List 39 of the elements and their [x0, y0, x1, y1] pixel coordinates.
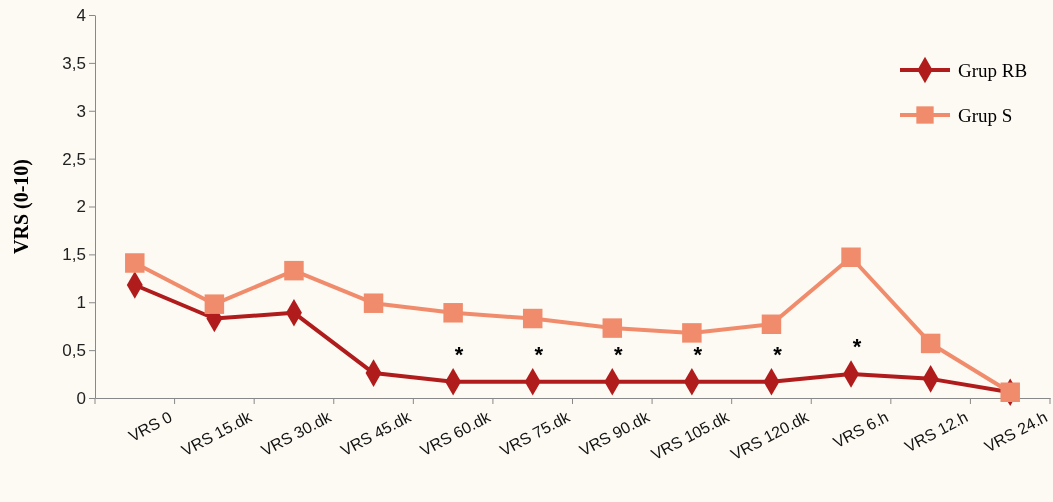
x-tick-label: VRS 30.dk: [258, 407, 335, 460]
x-tick-label: VRS 12.h: [902, 408, 971, 456]
legend-label: Grup S: [958, 104, 1013, 126]
point: [1000, 382, 1020, 402]
y-tick-label: 0,5: [62, 341, 86, 361]
annotation: *: [693, 341, 703, 367]
x-tick-label: VRS 15.dk: [178, 407, 256, 460]
y-tick-label: 0: [76, 388, 86, 408]
x-tick-label: VRS 24.h: [981, 408, 1051, 456]
point: [602, 318, 623, 338]
y-axis-title: VRS (0-10): [10, 159, 33, 254]
x-tick-label: VRS 45.dk: [337, 407, 415, 460]
point: [682, 323, 702, 343]
y-tick-label: 2,5: [62, 149, 86, 169]
x-tick-label: VRS 6.h: [830, 408, 891, 452]
point: [522, 308, 543, 329]
x-tick-label: VRS 0: [125, 408, 175, 445]
y-tick-label: 3,5: [62, 53, 86, 73]
y-tick-label: 1: [76, 293, 86, 313]
annotation: *: [852, 334, 862, 360]
y-tick-label: 2: [76, 197, 86, 217]
legend-label: Grup RB: [958, 59, 1028, 81]
point: [284, 260, 304, 281]
point: [920, 333, 941, 354]
point: [761, 314, 782, 335]
x-tick-label: VRS 60.dk: [417, 407, 494, 460]
point: [125, 253, 145, 273]
y-tick-label: 3: [76, 101, 86, 121]
point: [204, 294, 225, 314]
y-tick-label: 4: [76, 5, 86, 25]
annotation: *: [773, 341, 783, 367]
annotation: *: [614, 341, 624, 367]
point: [841, 247, 861, 267]
point: [363, 293, 384, 313]
y-tick-label: 1,5: [62, 245, 86, 265]
point: [443, 303, 463, 323]
annotation: *: [534, 341, 544, 367]
x-tick-label: VRS 75.dk: [497, 407, 574, 460]
annotation: *: [454, 341, 464, 367]
